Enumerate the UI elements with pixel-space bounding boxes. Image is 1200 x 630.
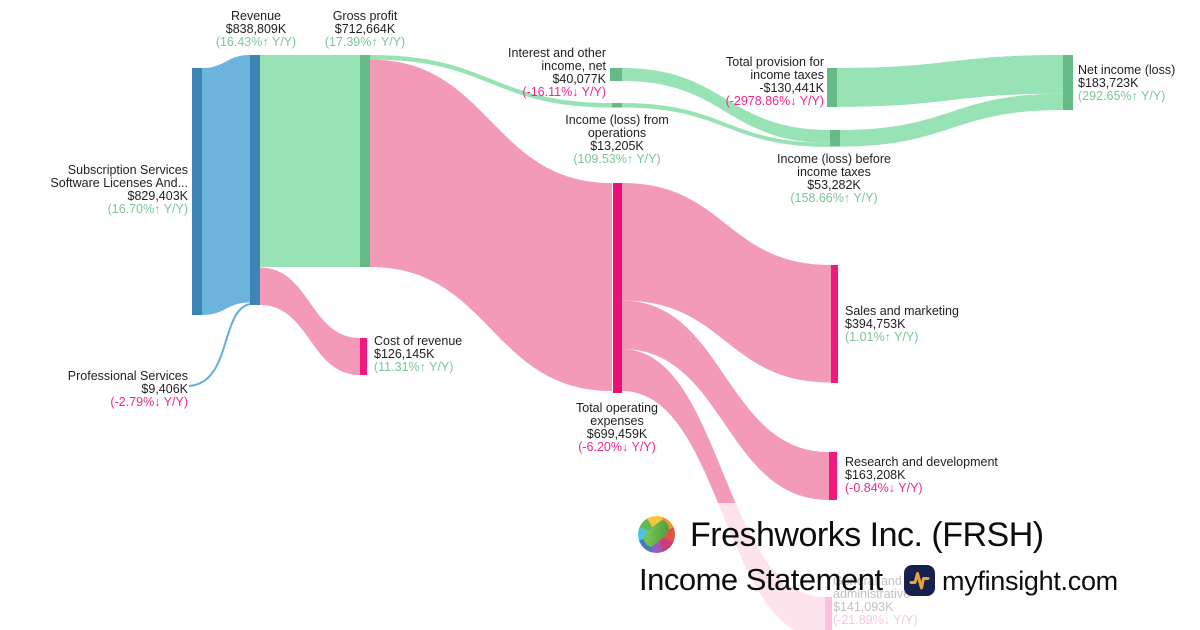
- label-income-from-operations: Income (loss) from operations $13,205K (…: [565, 113, 669, 166]
- label-net-income: Net income (loss) $183,723K (292.65%↑ Y/…: [1078, 63, 1176, 103]
- node-cost-of-revenue: [360, 338, 367, 375]
- flow-opex-to-general-administrative: [622, 349, 825, 630]
- label-subscription-services: Subscription Services Software Licenses …: [50, 163, 188, 216]
- node-total-operating-expenses: [613, 183, 622, 393]
- label-general-administrative: General and administrative $141,093K (-2…: [833, 574, 918, 627]
- flow-revenue-to-cost-of-revenue: [260, 267, 360, 375]
- node-general-administrative: [825, 597, 832, 630]
- flow-operations-to-income-before-taxes: [622, 103, 830, 147]
- label-professional-services: Professional Services $9,406K (-2.79%↓ Y…: [67, 369, 188, 409]
- flow-tax-provision-to-net-income: [837, 55, 1063, 107]
- label-revenue: Revenue $838,809K (16.43%↑ Y/Y): [215, 9, 297, 49]
- label-total-operating-expenses: Total operating expenses $699,459K (-6.2…: [575, 401, 659, 454]
- node-subscription-services: [192, 68, 202, 315]
- label-cost-of-revenue: Cost of revenue $126,145K (11.31%↑ Y/Y): [374, 334, 463, 374]
- label-interest-income: Interest and other income, net $40,077K …: [508, 46, 606, 99]
- flow-opex-to-sales-marketing: [622, 183, 831, 383]
- label-tax-provision: Total provision for income taxes -$130,4…: [725, 55, 824, 108]
- node-net-income: [1063, 55, 1073, 110]
- flow-income-before-taxes-to-net-income: [840, 93, 1063, 147]
- node-revenue: [250, 55, 260, 305]
- node-tax-provision: [827, 68, 837, 107]
- label-research-development: Research and development $163,208K (-0.8…: [845, 455, 998, 495]
- flow-opex-to-research-development: [622, 300, 829, 500]
- node-research-development: [829, 452, 837, 500]
- node-gross-profit: [360, 55, 370, 267]
- node-income-before-taxes: [830, 130, 840, 147]
- flow-gross-profit-to-opex: [370, 59, 612, 391]
- flow-subscription-to-revenue: [202, 55, 250, 315]
- label-sales-marketing: Sales and marketing $394,753K (1.01%↑ Y/…: [845, 304, 959, 344]
- flow-interest-to-income-before-taxes: [622, 68, 830, 143]
- flow-gross-profit-to-operations: [370, 55, 612, 108]
- node-income-from-operations: [612, 103, 622, 108]
- node-interest-income: [610, 68, 622, 81]
- flow-revenue-to-gross-profit: [260, 55, 360, 267]
- label-gross-profit: Gross profit $712,664K (17.39%↑ Y/Y): [324, 9, 406, 49]
- flow-professional-to-revenue: [188, 303, 251, 387]
- label-income-before-taxes: Income (loss) before income taxes $53,28…: [777, 152, 891, 205]
- node-sales-marketing: [831, 265, 838, 383]
